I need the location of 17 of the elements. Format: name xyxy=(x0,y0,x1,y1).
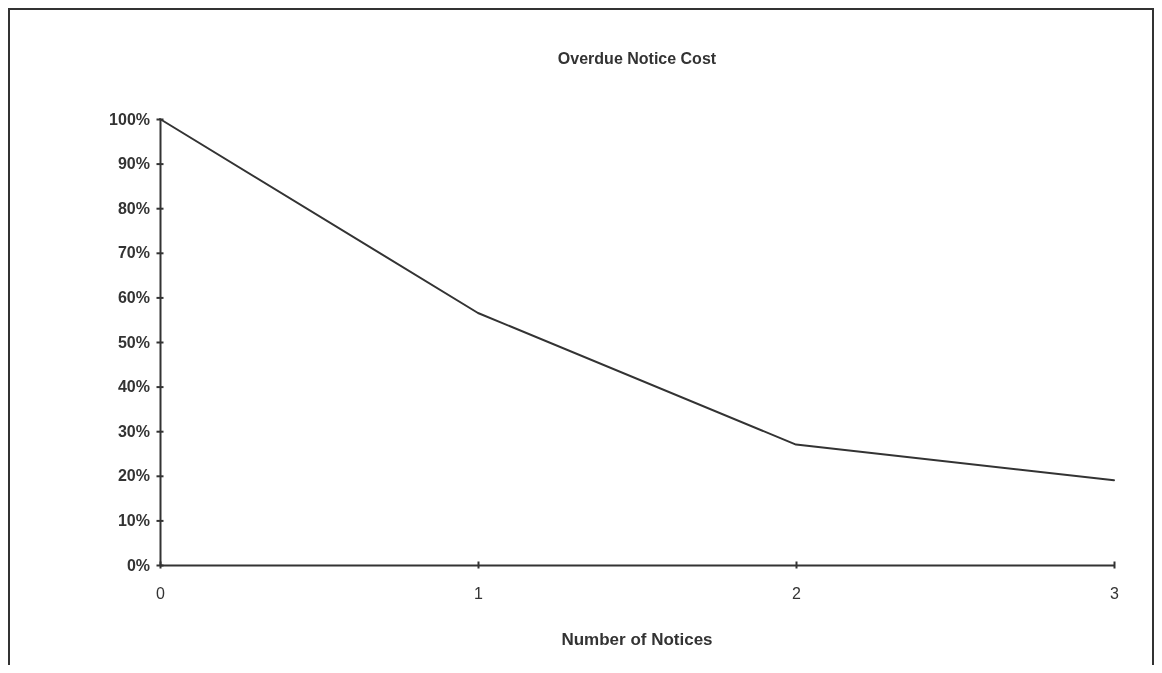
y-tick-label: 10% xyxy=(117,512,150,530)
x-tick-label: 1 xyxy=(474,585,484,602)
y-tick-label: 40% xyxy=(117,378,150,396)
y-tick-label: 50% xyxy=(117,333,150,351)
x-tick-label: 3 xyxy=(1110,585,1120,602)
y-tick-label: 100% xyxy=(109,110,150,128)
y-tick-label: 70% xyxy=(117,244,150,262)
x-tick-label: 0 xyxy=(156,585,166,602)
chart-title: Overdue Notice Cost xyxy=(557,50,717,67)
y-tick-label: 90% xyxy=(117,155,150,173)
y-tick-label: 60% xyxy=(117,289,150,307)
x-tick-label: 2 xyxy=(792,585,802,602)
y-tick-label: 0% xyxy=(126,556,150,574)
y-tick-label: 20% xyxy=(117,467,150,485)
x-axis-title: Number of Notices xyxy=(561,630,713,649)
y-tick-label: 80% xyxy=(117,199,150,217)
y-tick-label: 30% xyxy=(117,422,150,440)
